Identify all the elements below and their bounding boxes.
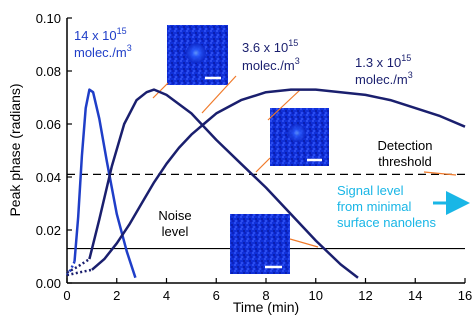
svg-text:molec./m3: molec./m3 — [242, 56, 300, 73]
pointer-inset-noise — [289, 238, 319, 248]
y-ticks: 0.00 0.02 0.04 0.06 0.08 0.10 — [36, 11, 72, 291]
svg-text:14 x 1015: 14 x 1015 — [74, 26, 127, 43]
y-tick-label: 0.08 — [36, 64, 61, 79]
y-tick-label: 0.00 — [36, 276, 61, 291]
svg-text:molec./m3: molec./m3 — [74, 43, 132, 60]
y-tick-label: 0.06 — [36, 117, 61, 132]
x-tick-label: 16 — [458, 288, 472, 303]
x-tick-label: 8 — [262, 288, 269, 303]
inset-image-noise — [230, 214, 290, 274]
x-tick-label: 14 — [408, 288, 422, 303]
svg-text:Noise: Noise — [158, 208, 191, 223]
svg-text:level: level — [162, 224, 189, 239]
x-tick-label: 12 — [358, 288, 372, 303]
y-tick-label: 0.04 — [36, 170, 61, 185]
x-tick-label: 6 — [213, 288, 220, 303]
series-label-3.6e15: 3.6 x 1015 molec./m3 — [242, 38, 300, 73]
x-tick-label: 2 — [113, 288, 120, 303]
svg-text:from minimal: from minimal — [337, 199, 412, 214]
series-1.3e15-line — [91, 88, 466, 271]
series-3.6e15-line — [88, 88, 359, 279]
svg-text:Detection: Detection — [378, 138, 433, 153]
svg-text:1.3 x 1015: 1.3 x 1015 — [355, 53, 411, 70]
svg-text:Signal level: Signal level — [337, 183, 404, 198]
pointer-inset-1.3e15 — [255, 157, 271, 173]
series-14e15-line — [73, 88, 137, 279]
svg-text:molec./m3: molec./m3 — [355, 70, 413, 87]
series-label-1.3e15: 1.3 x 1015 molec./m3 — [355, 53, 413, 87]
x-tick-label: 10 — [309, 288, 323, 303]
nanolens-signal-label: Signal level from minimal surface nanole… — [337, 183, 437, 230]
pointer-1.3e15-label — [267, 88, 302, 121]
pointer-threshold-label — [423, 171, 457, 176]
y-axis-label: Peak phase (radians) — [7, 83, 23, 216]
noise-level-label: Noise level — [158, 208, 191, 239]
series-label-14e15: 14 x 1015 molec./m3 — [74, 26, 132, 60]
y-tick-label: 0.02 — [36, 223, 61, 238]
inset-image-1.3e15 — [270, 108, 329, 166]
x-tick-label: 4 — [163, 288, 170, 303]
pointer-inset-14e15 — [152, 82, 169, 99]
series-14e15-dotted-start — [65, 261, 76, 276]
annotation-pointers — [152, 75, 457, 248]
detection-threshold-label: Detection threshold — [378, 138, 433, 169]
svg-text:surface nanolens: surface nanolens — [337, 215, 437, 230]
x-tick-label: 0 — [63, 288, 70, 303]
pointer-3.6e15-label — [201, 75, 237, 114]
series-group — [65, 88, 466, 279]
x-ticks: 0 2 4 6 8 10 12 14 16 — [63, 278, 472, 303]
svg-text:threshold: threshold — [378, 154, 431, 169]
y-tick-label: 0.10 — [36, 11, 61, 26]
svg-text:3.6 x 1015: 3.6 x 1015 — [242, 38, 298, 55]
inset-image-14e15 — [167, 25, 228, 85]
x-axis-label: Time (min) — [233, 299, 299, 315]
